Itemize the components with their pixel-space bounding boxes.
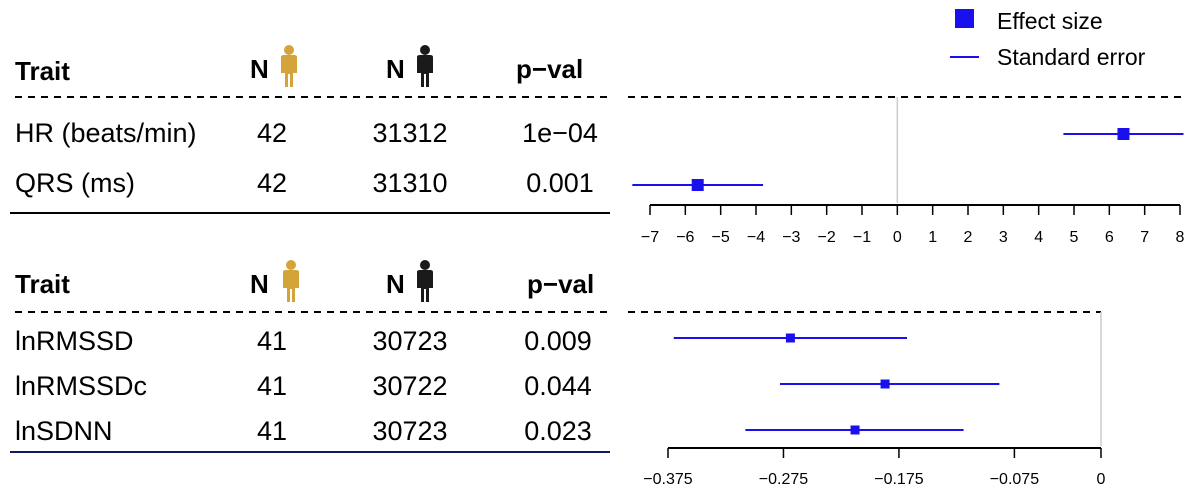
panel-2-header-pval: p−val	[527, 269, 594, 299]
legend-effect-label: Effect size	[997, 8, 1103, 34]
panel-2-table: Trait N N p−val lnRMSSD 41 30723 0.009 l…	[10, 260, 610, 453]
panel-1-row-2-n-female: 42	[257, 168, 287, 198]
panel-1-header-n-female: N	[250, 54, 269, 84]
panel-1-row-1-n-male: 31312	[372, 118, 447, 148]
panel-1-row-1-trait: HR (beats/min)	[15, 118, 197, 148]
panel-1-row-2-pval: 0.001	[526, 168, 594, 198]
panel-2-row-1-pval: 0.009	[524, 326, 592, 356]
panel-1-plot: −7 −6 −5 −4 −3 −2 −1 0 1 2 3 4 5 6 7 8	[628, 96, 1185, 246]
panel-2-row-1-n-male: 30723	[372, 326, 447, 356]
panel-1-row-1-n-female: 42	[257, 118, 287, 148]
legend-se-label: Standard error	[997, 44, 1146, 70]
panel-2-header-trait: Trait	[15, 269, 70, 299]
x-axis-tick-label: −2	[818, 229, 836, 246]
panel-1-header-n-male: N	[386, 54, 405, 84]
x-axis-tick-label: −4	[747, 229, 765, 246]
effect-size-marker	[785, 333, 795, 343]
x-axis-tick-label: 3	[999, 229, 1008, 246]
panel-2-row-3-pval: 0.023	[524, 416, 592, 446]
legend: Effect size Standard error	[950, 8, 1146, 70]
legend-effect-swatch	[955, 9, 974, 28]
female-person-icon	[283, 260, 299, 302]
effect-size-marker	[1117, 128, 1130, 140]
panel-1-header-trait: Trait	[15, 56, 70, 86]
x-axis-tick-label: −0.375	[643, 471, 692, 488]
effect-size-marker	[850, 425, 860, 435]
x-axis-tick-label: −0.275	[759, 471, 808, 488]
x-axis-tick-label: −1	[853, 229, 871, 246]
panel-2-header-n-female: N	[250, 269, 269, 299]
panel-2-row-1-n-female: 41	[257, 326, 287, 356]
x-axis-tick-label: 1	[928, 229, 937, 246]
x-axis-tick-label: −0.175	[874, 471, 923, 488]
panel-2-row-3-trait: lnSDNN	[15, 416, 113, 446]
panel-1-header-pval: p−val	[516, 54, 583, 84]
x-axis-tick-label: −5	[712, 229, 730, 246]
x-axis-tick-label: 7	[1140, 229, 1149, 246]
panel-2-row-2-n-male: 30722	[372, 371, 447, 401]
panel-1-table: Trait N N p−val HR (beats/min) 42 31312 …	[10, 45, 610, 214]
x-axis-tick-label: 6	[1105, 229, 1114, 246]
panel-2-row-3-n-female: 41	[257, 416, 287, 446]
effect-size-marker	[691, 179, 704, 191]
panel-1-row-1-pval: 1e−04	[522, 118, 598, 148]
panel-2-header-n-male: N	[386, 269, 405, 299]
male-person-icon	[417, 260, 433, 302]
male-person-icon	[417, 45, 433, 87]
x-axis-tick-label: −3	[782, 229, 800, 246]
x-axis-tick-label: 0	[893, 229, 902, 246]
x-axis-tick-label: −0.075	[990, 471, 1039, 488]
x-axis-tick-label: 0	[1097, 471, 1106, 488]
panel-2-row-2-pval: 0.044	[524, 371, 592, 401]
effect-size-marker	[880, 379, 890, 389]
panel-2-row-3-n-male: 30723	[372, 416, 447, 446]
x-axis-tick-label: −7	[641, 229, 659, 246]
female-person-icon	[281, 45, 297, 87]
x-axis-tick-label: 2	[964, 229, 973, 246]
panel-2-plot: −0.375 −0.275 −0.175 −0.075 0	[628, 311, 1106, 488]
x-axis-tick-label: 5	[1070, 229, 1079, 246]
panel-2-row-2-n-female: 41	[257, 371, 287, 401]
panel-1-row-2-trait: QRS (ms)	[15, 168, 135, 198]
panel-2-row-2-trait: lnRMSSDc	[15, 371, 147, 401]
panel-1-row-2-n-male: 31310	[372, 168, 447, 198]
x-axis-tick-label: 8	[1176, 229, 1185, 246]
panel-2-row-1-trait: lnRMSSD	[15, 326, 134, 356]
x-axis-tick-label: 4	[1034, 229, 1043, 246]
x-axis-tick-label: −6	[676, 229, 694, 246]
